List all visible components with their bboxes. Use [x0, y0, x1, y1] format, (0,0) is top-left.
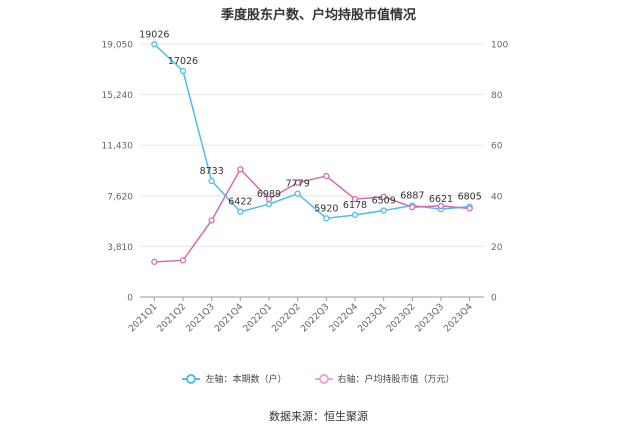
- data-label: 8733: [200, 166, 224, 177]
- data-label: 6422: [228, 197, 252, 208]
- data-point: [351, 211, 359, 219]
- data-point: [466, 205, 473, 212]
- data-point: [208, 217, 215, 224]
- legend-item-holding-value[interactable]: 右轴：户均持股市值（万元）: [314, 372, 455, 385]
- x-tick-label: 2022Q4: [328, 302, 361, 335]
- data-point: [380, 193, 387, 200]
- legend-swatch-holding-value: [314, 373, 333, 384]
- data-label: 19026: [139, 29, 169, 40]
- data-label: 6509: [372, 196, 396, 207]
- data-point: [351, 195, 359, 203]
- left-tick-label: 7,620: [107, 192, 133, 202]
- series: [151, 41, 473, 265]
- data-point: [179, 257, 187, 264]
- right-tick-label: 80: [491, 91, 503, 101]
- data-label: 5920: [314, 203, 338, 214]
- data-label: 7779: [286, 179, 310, 190]
- data-label: 6178: [343, 200, 367, 211]
- data-point: [437, 202, 445, 210]
- data-point: [237, 208, 244, 215]
- chart-title: 季度股东户数、户均持股市值情况: [220, 8, 416, 23]
- left-tick-label: 0: [127, 294, 133, 304]
- data-source: 数据来源：恒生聚源: [269, 410, 368, 423]
- x-tick-label: 2022Q3: [299, 302, 331, 334]
- legend-swatch-households: [182, 373, 201, 384]
- data-point: [179, 67, 187, 75]
- data-label: 6805: [458, 192, 482, 203]
- right-tick-label: 40: [491, 192, 503, 202]
- data-point: [294, 179, 301, 186]
- legend-label-households: 左轴：本期数（户）: [205, 375, 287, 385]
- data-point: [409, 204, 416, 211]
- data-label: 17026: [168, 56, 198, 67]
- series-line-0: [153, 43, 470, 220]
- right-tick-label: 0: [491, 294, 497, 304]
- x-tick-label: 2021Q2: [156, 302, 188, 334]
- x-tick-label: 2021Q3: [184, 302, 216, 334]
- right-tick-label: 60: [491, 142, 503, 152]
- x-tick-label: 2023Q4: [442, 302, 475, 335]
- data-label: 6621: [429, 194, 453, 205]
- data-point: [151, 41, 158, 48]
- left-tick-label: 11,430: [102, 142, 134, 152]
- x-tick-label: 2023Q1: [356, 302, 388, 334]
- data-point: [151, 258, 158, 265]
- data-point: [323, 172, 330, 180]
- left-tick-label: 3,810: [107, 243, 133, 253]
- data-label: 6887: [400, 191, 424, 202]
- data-point: [208, 177, 215, 185]
- data-point: [380, 207, 387, 214]
- left-tick-label: 15,240: [102, 91, 134, 101]
- x-tick-label: 2021Q1: [127, 302, 159, 334]
- data-point: [265, 195, 273, 203]
- data-label: 6989: [257, 189, 281, 200]
- x-tick-label: 2023Q3: [414, 302, 446, 334]
- data-labels: 19026 17026 8733 6422 6989 7779 5920 6178 6509 68…: [139, 29, 482, 214]
- legend-item-households[interactable]: 左轴：本期数（户）: [182, 372, 287, 385]
- legend-label-holding-value: 右轴：户均持股市值（万元）: [337, 375, 455, 385]
- data-point: [265, 201, 273, 208]
- data-point: [294, 190, 301, 197]
- grid-lines: [140, 43, 484, 247]
- x-tick-label: 2023Q2: [385, 302, 417, 334]
- data-point: [237, 166, 244, 173]
- legend: 左轴：本期数（户） 右轴：户均持股市值（万元）: [0, 372, 637, 385]
- data-point: [323, 215, 330, 222]
- right-tick-label: 20: [491, 243, 503, 253]
- x-tick-label: 2022Q1: [242, 302, 274, 334]
- right-tick-label: 100: [491, 41, 508, 51]
- left-tick-label: 19,050: [102, 41, 134, 51]
- series-line-1: [154, 167, 470, 263]
- x-tick-label: 2021Q4: [213, 302, 246, 335]
- x-tick-label: 2022Q2: [270, 302, 302, 334]
